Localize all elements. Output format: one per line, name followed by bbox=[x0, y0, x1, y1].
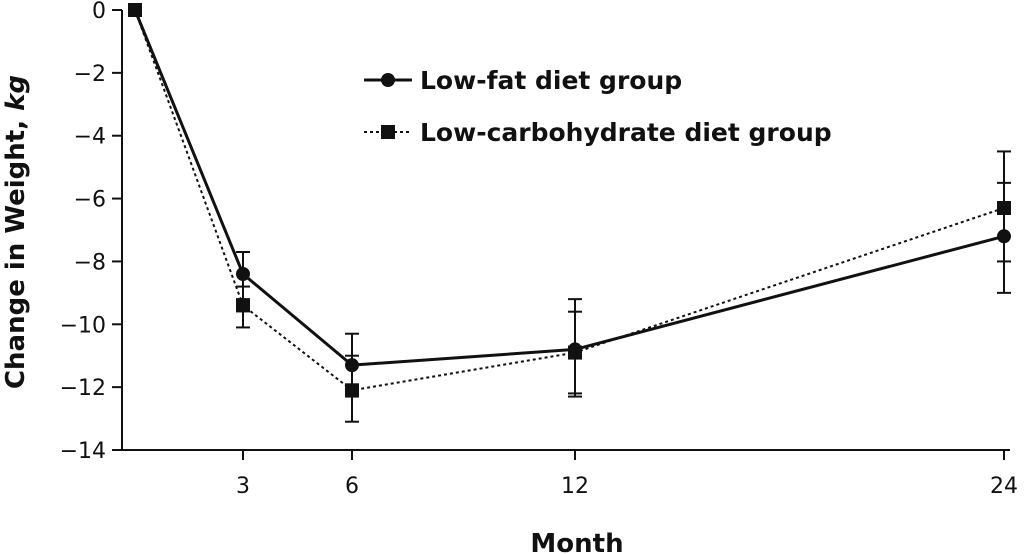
legend: Low-fat diet group Low-carbohydrate diet… bbox=[364, 66, 832, 147]
axes: 0 −2 −4 −6 −8 −10 −12 −14 3 6 12 24 bbox=[60, 0, 1018, 499]
error-bars bbox=[236, 150, 1011, 423]
y-tick-label: −10 bbox=[60, 313, 106, 338]
x-tick-label: 6 bbox=[345, 474, 359, 499]
legend-label-low-carb: Low-carbohydrate diet group bbox=[420, 118, 832, 147]
x-tick-label: 3 bbox=[236, 474, 250, 499]
legend-marker-circle-icon bbox=[381, 73, 395, 87]
legend-marker-square-icon bbox=[381, 125, 395, 139]
y-tick-label: −2 bbox=[74, 62, 106, 87]
x-tick-label: 12 bbox=[561, 474, 589, 499]
legend-item-low-fat: Low-fat diet group bbox=[364, 66, 682, 95]
y-tick-label: 0 bbox=[92, 0, 106, 24]
y-axis-title: Change in Weight, kg bbox=[1, 75, 31, 389]
data-point-low-carb bbox=[997, 201, 1011, 215]
y-tick-label: −8 bbox=[74, 250, 106, 275]
legend-label-low-fat: Low-fat diet group bbox=[420, 66, 682, 95]
legend-item-low-carb: Low-carbohydrate diet group bbox=[364, 118, 832, 147]
y-tick-label: −4 bbox=[74, 125, 106, 150]
x-tick-label: 24 bbox=[990, 474, 1018, 499]
series-markers bbox=[128, 3, 1011, 398]
y-tick-label: −12 bbox=[60, 376, 106, 401]
y-tick-label: −14 bbox=[60, 439, 106, 464]
data-point-low-fat bbox=[236, 267, 250, 281]
data-point-low-fat bbox=[997, 229, 1011, 244]
data-point-low-carb bbox=[345, 383, 359, 398]
data-point-low-carb bbox=[236, 298, 250, 313]
data-point-low-carb bbox=[128, 3, 142, 17]
data-point-low-carb bbox=[568, 345, 582, 360]
x-axis-title: Month bbox=[530, 529, 623, 554]
y-tick-label: −6 bbox=[74, 188, 106, 213]
data-point-low-fat bbox=[345, 358, 359, 373]
